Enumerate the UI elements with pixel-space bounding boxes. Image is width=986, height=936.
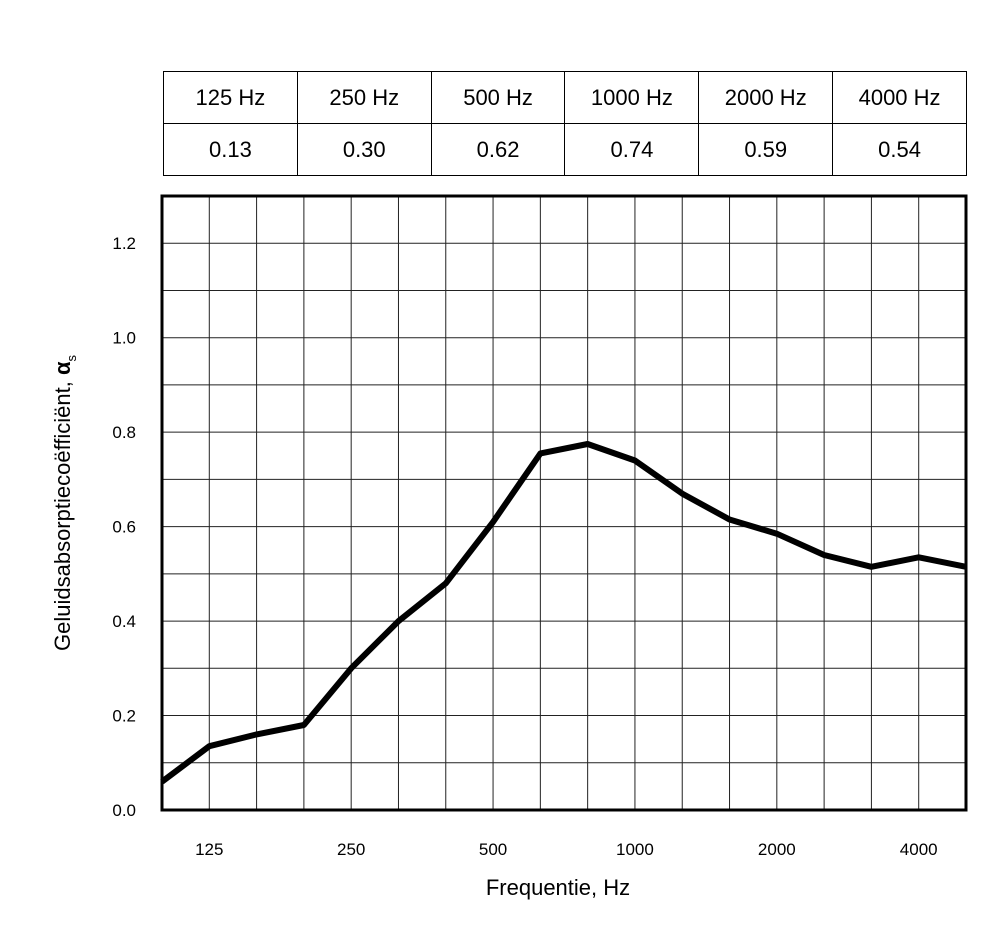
y-tick-label: 0.8 <box>112 423 136 442</box>
grid <box>162 196 966 810</box>
y-axis-title-symbol: α <box>50 361 75 375</box>
y-axis-ticks: 0.0 0.2 0.4 0.6 0.8 1.0 1.2 <box>112 234 136 820</box>
x-axis-ticks: 125 250 500 1000 2000 4000 <box>195 840 938 859</box>
y-tick-label: 0.2 <box>112 707 136 726</box>
absorption-values-table: 125 Hz 250 Hz 500 Hz 1000 Hz 2000 Hz 400… <box>163 71 967 176</box>
frequency-cell: 4000 Hz <box>832 71 967 124</box>
y-tick-label: 1.0 <box>112 329 136 348</box>
value-cell: 0.54 <box>832 123 967 176</box>
value-cell: 0.62 <box>430 123 566 176</box>
series-line-alpha-s <box>160 441 967 785</box>
x-tick-label: 500 <box>479 840 507 859</box>
y-tick-label: 0.6 <box>112 518 136 537</box>
value-cell: 0.59 <box>698 123 834 176</box>
value-cell: 0.13 <box>163 123 298 176</box>
plot-frame <box>160 194 968 812</box>
value-cell: 0.74 <box>564 123 700 176</box>
x-axis-title: Frequentie, Hz <box>486 875 630 900</box>
y-axis-title-subscript: s <box>64 354 79 361</box>
frequency-cell: 250 Hz <box>296 71 432 124</box>
frequency-cell: 125 Hz <box>163 71 298 124</box>
y-tick-label: 1.2 <box>112 234 136 253</box>
x-tick-label: 4000 <box>900 840 938 859</box>
y-tick-label: 0.4 <box>112 612 136 631</box>
value-row: 0.13 0.30 0.62 0.74 0.59 0.54 <box>163 123 967 176</box>
y-tick-label: 0.0 <box>112 801 136 820</box>
value-cell: 0.30 <box>296 123 432 176</box>
frequency-cell: 500 Hz <box>430 71 566 124</box>
y-axis-title-text: Geluidsabsorptiecoëfficiënt, <box>50 375 75 651</box>
x-tick-label: 1000 <box>616 840 654 859</box>
x-tick-label: 2000 <box>758 840 796 859</box>
x-tick-label: 125 <box>195 840 223 859</box>
x-tick-label: 250 <box>337 840 365 859</box>
y-axis-title: Geluidsabsorptiecoëfficiënt, αs <box>50 354 79 651</box>
